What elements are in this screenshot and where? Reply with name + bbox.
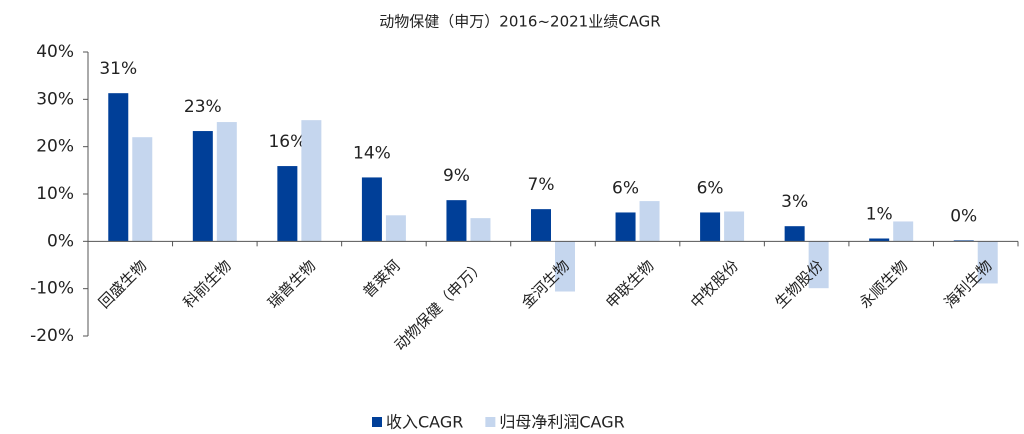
bar [724, 211, 745, 242]
legend-label: 归母净利润CAGR [499, 413, 624, 432]
bar [531, 209, 551, 242]
data-label: 9% [443, 166, 470, 186]
bar [893, 221, 914, 242]
legend-label: 收入CAGR [386, 413, 463, 432]
y-tick-label: 10% [36, 184, 74, 204]
bar [470, 218, 491, 242]
bar [216, 122, 237, 242]
bar [700, 212, 721, 242]
y-tick-label: 0% [47, 231, 74, 251]
data-label: 16% [268, 132, 306, 152]
bar [977, 241, 998, 284]
x-tick-label: 申联生物 [602, 257, 657, 312]
data-label: 31% [99, 59, 137, 79]
bar [784, 226, 805, 242]
y-tick-label: -10% [30, 279, 74, 299]
x-tick-label: 动物保健（申万） [391, 257, 489, 355]
bar [446, 200, 467, 242]
bar [869, 238, 890, 242]
x-tick-label: 中牧股份 [687, 257, 742, 312]
x-tick-label: 永顺生物 [856, 257, 911, 312]
x-tick-label: 普莱柯 [359, 257, 404, 302]
y-tick-label: -20% [30, 326, 74, 346]
bar [301, 120, 322, 242]
y-tick-label: 20% [36, 137, 74, 157]
legend-swatch [372, 417, 382, 427]
chart-title: 动物保健（申万）2016~2021业绩CAGR [379, 13, 660, 31]
data-label: 6% [612, 178, 639, 198]
y-tick-label: 30% [36, 89, 74, 109]
data-label: 7% [528, 175, 555, 195]
y-tick-label: 40% [36, 42, 74, 62]
data-label: 6% [697, 178, 724, 198]
data-label: 23% [184, 97, 222, 117]
data-label: 3% [781, 192, 808, 212]
x-tick-label: 瑞普生物 [264, 257, 319, 312]
data-label: 1% [866, 204, 893, 224]
bar [808, 241, 829, 289]
x-tick-label: 回盛生物 [95, 257, 150, 312]
bar [277, 166, 298, 242]
bar [385, 215, 406, 242]
bar [361, 177, 382, 242]
bar [555, 241, 575, 292]
bar [639, 201, 660, 242]
bar [615, 212, 636, 242]
bar [108, 93, 129, 242]
data-label: 14% [353, 143, 391, 163]
legend-swatch [485, 417, 496, 427]
x-tick-label: 科前生物 [180, 257, 235, 312]
bar [192, 131, 213, 242]
bar [132, 137, 153, 242]
data-label: 0% [950, 206, 977, 226]
x-tick-label: 海利生物 [941, 257, 996, 312]
